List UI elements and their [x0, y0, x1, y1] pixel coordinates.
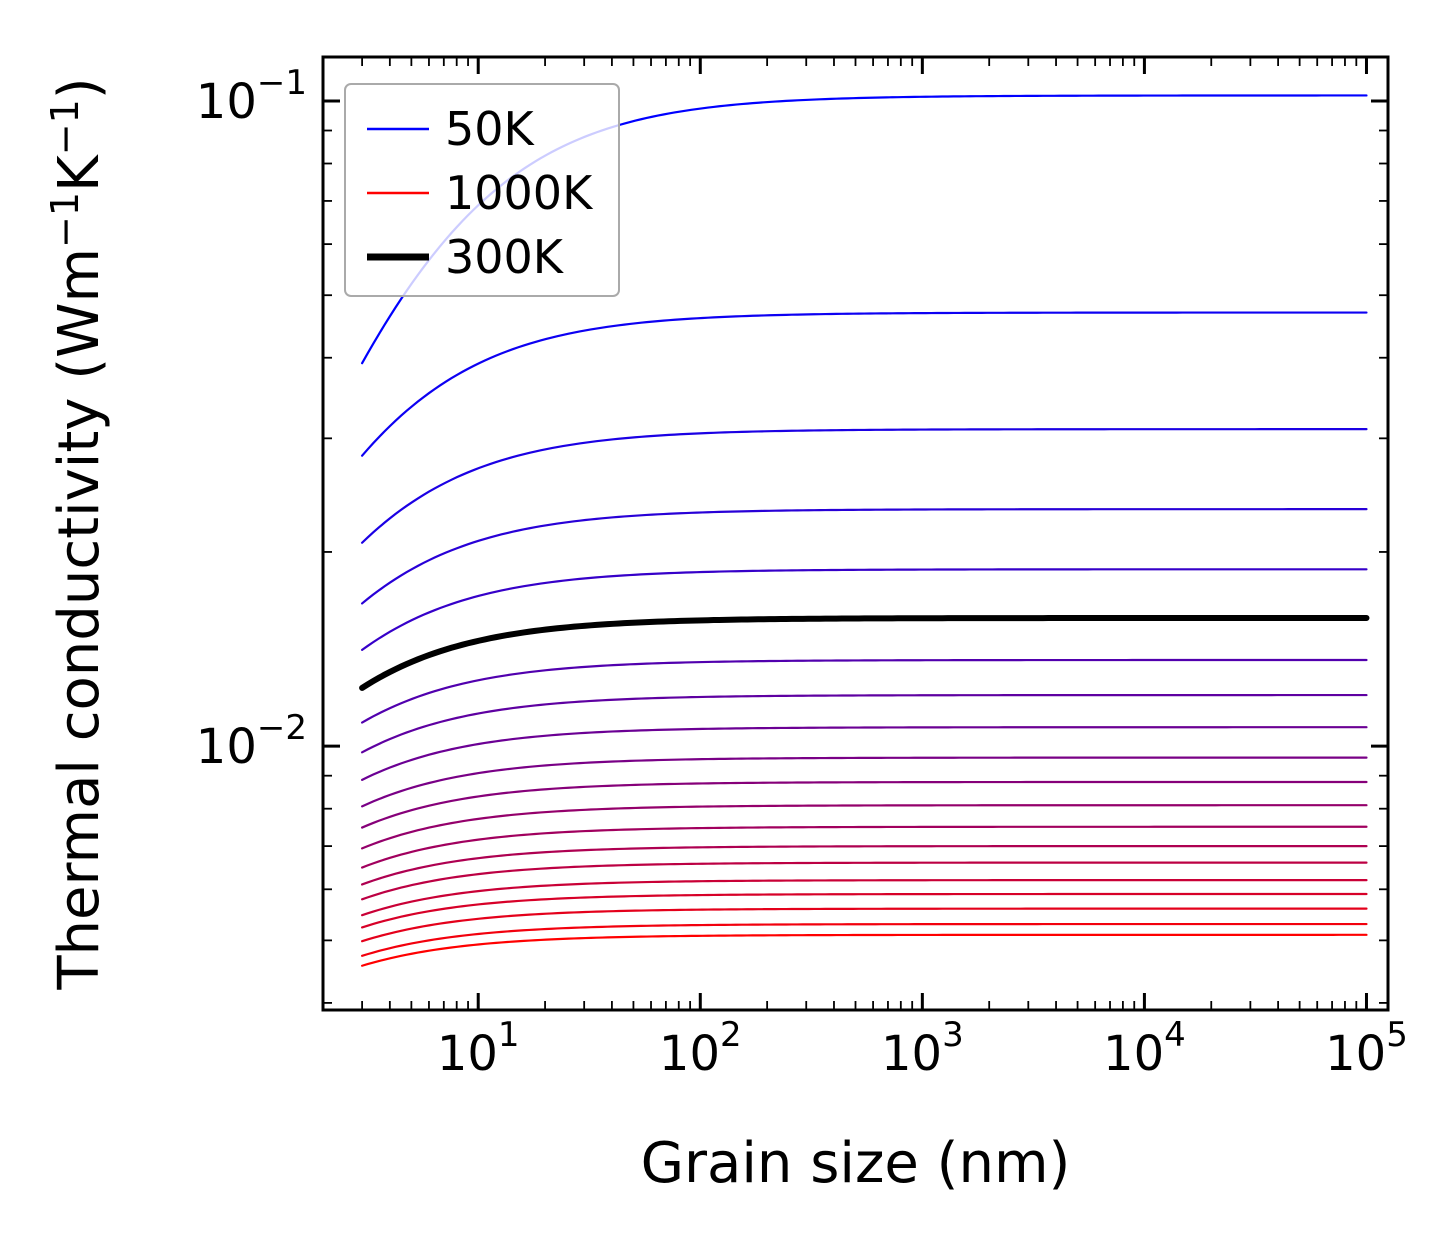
series-800K	[361, 879, 1368, 917]
series-300K	[359, 615, 1370, 691]
series-350K	[361, 658, 1368, 724]
y-tick-label-1e-2: 10−2	[196, 708, 307, 775]
series-200K	[361, 508, 1368, 605]
legend: 50K 1000K 300K	[344, 83, 620, 297]
series-850K	[361, 892, 1368, 929]
series-500K	[361, 756, 1368, 808]
x-tick-label-1e1: 101	[437, 1015, 520, 1082]
series-750K	[361, 861, 1368, 901]
legend-label-300K: 300K	[445, 230, 565, 284]
legend-label-50K: 50K	[445, 102, 536, 156]
x-tick-label-1e2: 102	[659, 1015, 742, 1082]
series-700K	[361, 845, 1368, 886]
series-1000K	[361, 933, 1368, 967]
series-900K	[361, 907, 1368, 943]
series-150K	[361, 428, 1368, 544]
x-tick-label-1e4: 104	[1103, 1015, 1186, 1082]
x-tick-label-1e3: 103	[881, 1015, 964, 1082]
series-550K	[361, 780, 1368, 829]
legend-label-1000K: 1000K	[445, 166, 594, 220]
x-axis-label: Grain size (nm)	[641, 1131, 1071, 1196]
series-600K	[361, 804, 1368, 850]
series-650K	[361, 825, 1368, 869]
series-100K	[361, 311, 1368, 457]
series-450K	[361, 726, 1368, 781]
x-tick-label-1e5: 105	[1325, 1015, 1408, 1082]
y-axis-label: Thermal conductivity (Wm−1K−1)	[43, 77, 112, 990]
series-group	[359, 94, 1370, 967]
ticks	[323, 57, 1388, 1010]
y-tick-label-1e-1: 10−1	[196, 63, 307, 130]
series-400K	[361, 693, 1368, 754]
legend-box	[344, 83, 620, 297]
series-250K	[361, 568, 1368, 651]
series-950K	[361, 922, 1368, 957]
